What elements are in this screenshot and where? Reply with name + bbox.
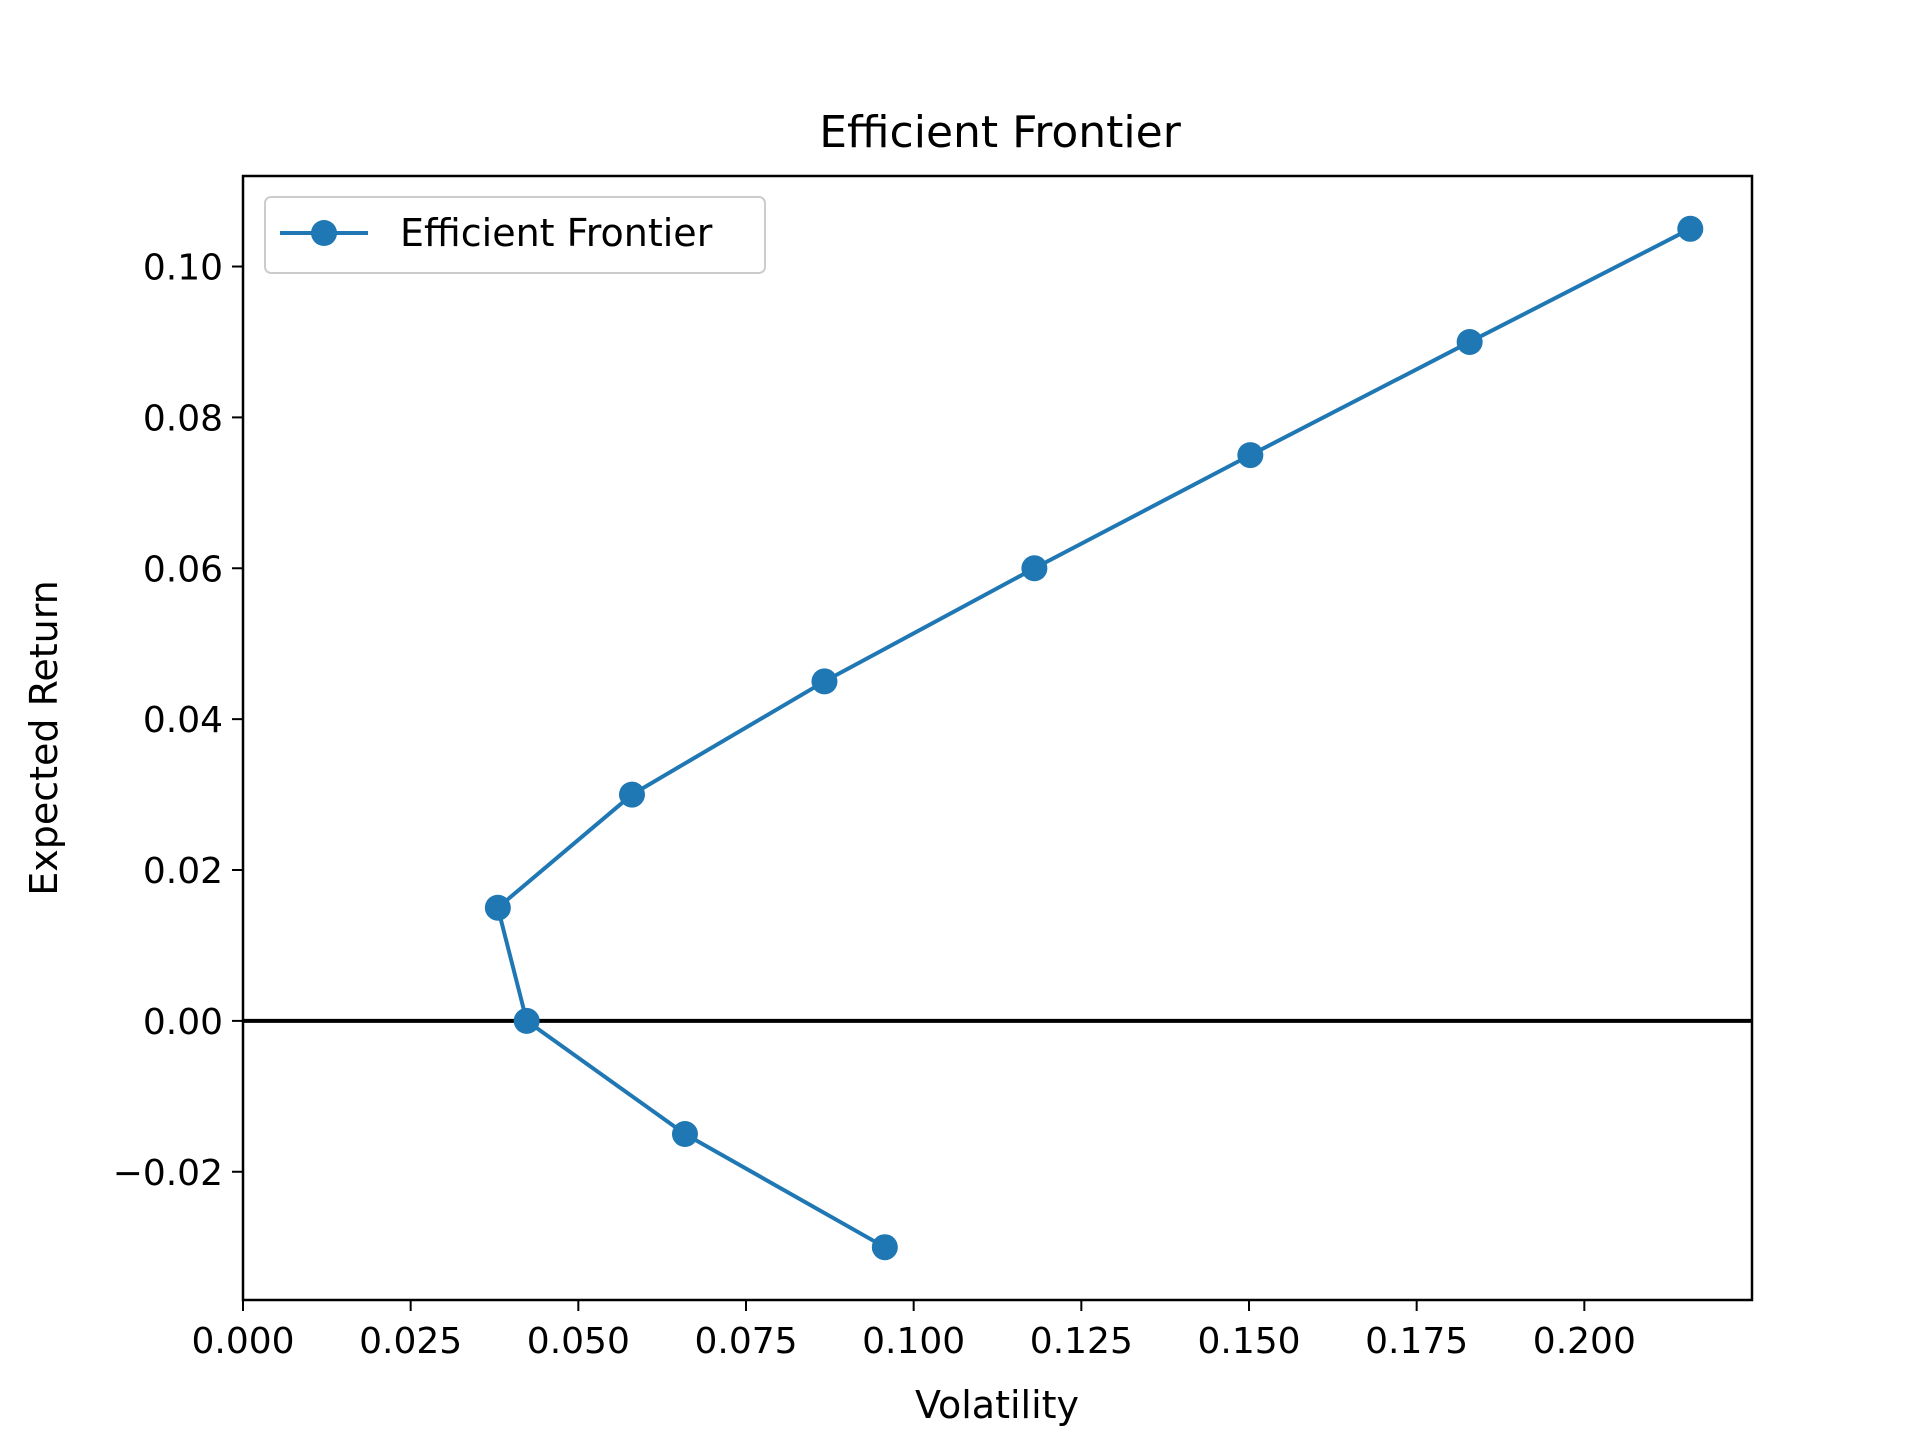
data-point	[513, 1007, 540, 1034]
y-tick-label: 0.04	[143, 700, 223, 741]
x-tick-label: 0.175	[1365, 1321, 1468, 1362]
x-tick-label: 0.000	[191, 1321, 294, 1362]
x-tick-label: 0.150	[1197, 1321, 1300, 1362]
y-tick-label: 0.00	[143, 1002, 223, 1043]
y-tick-label: 0.10	[143, 248, 223, 289]
legend-box	[264, 196, 766, 274]
y-axis-label: Expected Return	[22, 580, 66, 895]
y-tick-label: 0.08	[143, 398, 223, 439]
legend-marker-swatch	[311, 220, 337, 246]
chart-title: Efficient Frontier	[819, 107, 1182, 158]
x-axis-label: Volatility	[915, 1383, 1079, 1427]
data-point	[618, 781, 645, 808]
data-point	[1677, 215, 1704, 242]
data-point	[1021, 555, 1048, 582]
y-tick-label: 0.06	[143, 549, 223, 590]
x-tick-label: 0.025	[359, 1321, 462, 1362]
x-tick-label: 0.050	[527, 1321, 630, 1362]
plot-frame	[241, 174, 1754, 1302]
x-tick-label: 0.100	[862, 1321, 965, 1362]
x-tick-label: 0.075	[694, 1321, 797, 1362]
data-point	[1237, 442, 1264, 469]
series-line-0	[495, 227, 1692, 1249]
data-point	[871, 1234, 898, 1261]
x-tick-label: 0.200	[1533, 1321, 1636, 1362]
legend-label: Efficient Frontier	[400, 211, 713, 255]
data-point	[671, 1121, 698, 1148]
x-tick-label: 0.125	[1030, 1321, 1133, 1362]
data-point	[811, 668, 838, 695]
y-tick-label: 0.02	[143, 851, 223, 892]
legend: Efficient Frontier	[264, 196, 766, 274]
y-tick-label: −0.02	[113, 1153, 223, 1194]
data-point	[1456, 328, 1483, 355]
data-point	[484, 894, 511, 921]
